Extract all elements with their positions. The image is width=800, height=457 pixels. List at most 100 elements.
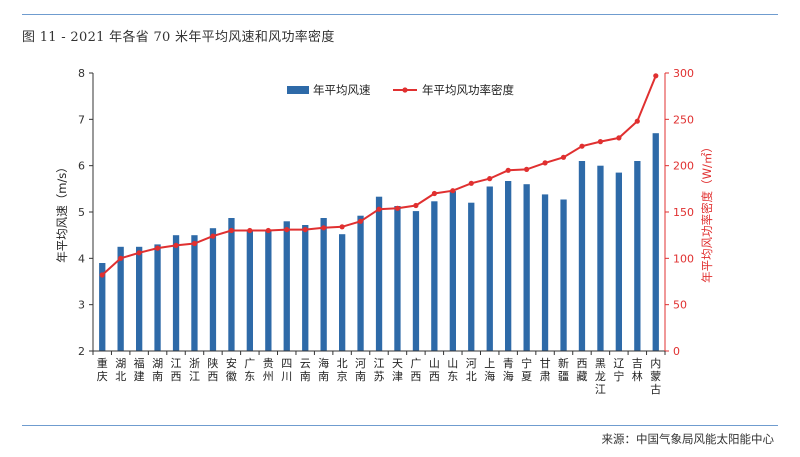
x-tick-label: 西 (410, 370, 421, 383)
x-tick-label: 河 (466, 357, 477, 370)
top-rule (22, 14, 778, 15)
y2-tick-label: 0 (673, 345, 680, 358)
x-tick-label: 山 (429, 357, 440, 370)
x-tick-label: 内 (650, 356, 661, 370)
x-tick-label: 川 (281, 370, 292, 383)
legend-line-marker (402, 87, 408, 93)
x-tick-label: 州 (263, 370, 274, 383)
bar-河北 (468, 202, 475, 351)
x-tick-label: 宁 (521, 356, 532, 370)
bar-河南 (357, 215, 364, 351)
x-tick-label: 北 (115, 370, 126, 383)
x-tick-label: 东 (244, 370, 255, 383)
x-tick-label: 江 (189, 370, 200, 383)
x-tick-label: 天 (392, 357, 403, 370)
x-tick-label: 北 (466, 370, 477, 383)
point-上海 (487, 176, 493, 182)
x-tick-label: 浙 (189, 357, 200, 370)
x-tick-label: 新 (558, 356, 569, 370)
bar-宁夏 (523, 184, 530, 351)
y2-axis-title: 年平均风功率密度（W/㎡） (700, 141, 714, 283)
x-tick-label: 津 (392, 370, 403, 383)
bar-天津 (394, 206, 401, 351)
y-tick-label: 5 (78, 206, 85, 219)
y2-tick-label: 100 (673, 252, 694, 265)
x-tick-label: 海 (484, 369, 495, 383)
point-西藏 (579, 143, 585, 149)
bar-辽宁 (615, 172, 622, 351)
bar-吉林 (634, 161, 641, 351)
x-tick-label: 吉 (632, 357, 643, 370)
x-tick-label: 甘 (540, 357, 551, 370)
y-axis-title: 年平均风速（m/s） (55, 161, 69, 263)
x-tick-label: 云 (300, 357, 311, 370)
x-tick-label: 福 (134, 356, 145, 370)
bar-内蒙古 (652, 133, 659, 351)
x-tick-label: 林 (632, 369, 643, 383)
x-tick-label: 龙 (595, 370, 606, 383)
x-tick-label: 陕 (207, 356, 218, 370)
x-tick-label: 江 (171, 357, 182, 370)
x-tick-label: 徽 (226, 369, 237, 383)
point-辽宁 (616, 135, 622, 141)
legend-bar-label: 年平均风速 (313, 83, 371, 97)
figure-title: 图 11 - 2021 年各省 70 米年平均风速和风功率密度 (22, 30, 335, 45)
x-tick-label: 南 (300, 370, 311, 383)
x-tick-label: 北 (337, 357, 348, 370)
wind-speed-power-density-chart: 2345678050100150200250300重庆湖北福建湖南江西浙江陕西安… (55, 67, 714, 396)
point-浙江 (191, 240, 198, 247)
x-tick-label: 湖 (152, 357, 163, 370)
point-云南 (302, 227, 308, 233)
bar-贵州 (265, 230, 272, 351)
x-tick-label: 江 (595, 383, 606, 396)
x-tick-label: 藏 (577, 370, 588, 383)
x-tick-label: 西 (577, 357, 588, 370)
point-陕西 (210, 233, 216, 239)
x-tick-label: 上 (484, 357, 495, 370)
bar-山西 (431, 201, 438, 351)
bar-山东 (449, 191, 456, 351)
bar-新疆 (560, 199, 567, 351)
x-tick-label: 疆 (558, 370, 569, 383)
x-tick-label: 河 (355, 357, 366, 370)
point-山西 (431, 190, 437, 197)
x-tick-label: 广 (410, 357, 421, 370)
bar-黑龙江 (597, 165, 604, 351)
point-安徽 (228, 227, 234, 234)
x-tick-label: 西 (207, 370, 218, 383)
x-tick-label: 苏 (374, 370, 385, 383)
x-tick-label: 江 (374, 357, 385, 370)
bar-福建 (136, 246, 143, 352)
x-tick-label: 安 (226, 356, 237, 370)
legend-bar-swatch (287, 86, 309, 94)
x-tick-label: 山 (447, 357, 458, 370)
bar-广西 (412, 211, 420, 351)
x-tick-label: 南 (152, 370, 163, 383)
y-tick-label: 8 (78, 67, 85, 80)
point-广东 (247, 227, 253, 234)
y2-tick-label: 150 (673, 206, 694, 219)
x-tick-label: 蒙 (650, 370, 661, 383)
point-天津 (394, 205, 401, 211)
bottom-rule (22, 425, 778, 426)
point-湖北 (118, 255, 124, 261)
y2-tick-label: 250 (673, 113, 694, 126)
x-tick-label: 宁 (613, 369, 624, 383)
point-贵州 (265, 227, 271, 234)
point-甘肃 (542, 160, 548, 166)
y-tick-label: 3 (78, 299, 85, 312)
point-福建 (136, 250, 142, 256)
x-tick-label: 海 (318, 356, 329, 370)
x-tick-label: 南 (355, 370, 366, 383)
bar-重庆 (99, 263, 106, 351)
point-海南 (321, 225, 327, 231)
point-山东 (450, 188, 456, 194)
bar-海南 (320, 218, 327, 351)
point-湖南 (155, 245, 161, 251)
bar-陕西 (209, 228, 217, 351)
source-note: 来源：中国气象局风能太阳能中心 (601, 432, 775, 446)
y-tick-label: 4 (78, 252, 85, 265)
bar-云南 (302, 225, 309, 351)
bar-甘肃 (541, 194, 549, 351)
point-北京 (339, 224, 345, 230)
